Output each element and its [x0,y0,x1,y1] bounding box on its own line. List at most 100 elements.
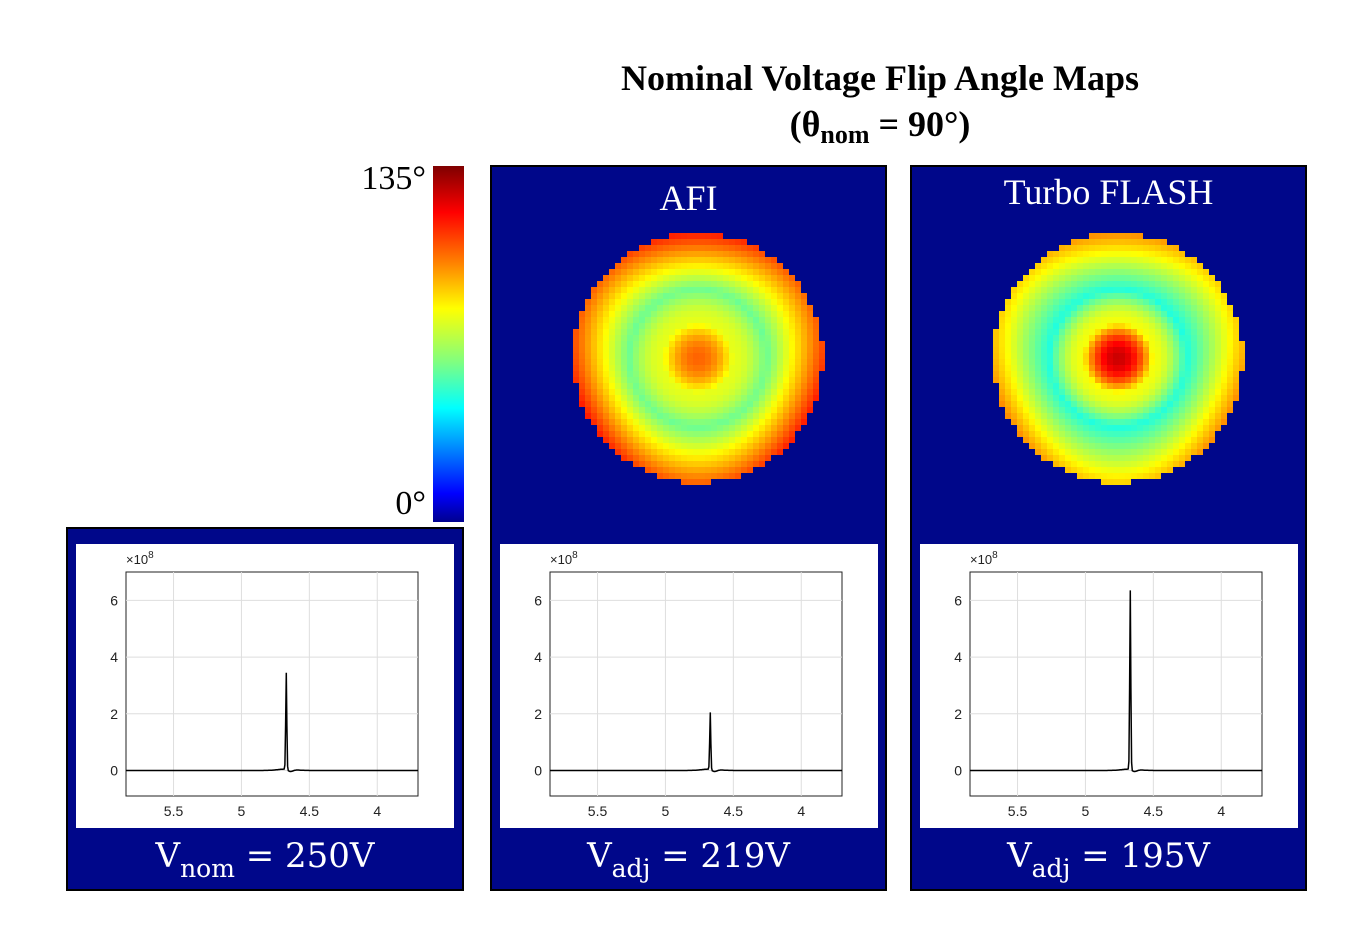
map-pixel [1023,293,1029,299]
map-pixel [699,347,705,353]
map-pixel [1053,425,1059,431]
map-pixel [1197,401,1203,407]
map-pixel [1041,413,1047,419]
map-pixel [681,473,687,479]
map-pixel [597,353,603,359]
map-pixel [1023,425,1029,431]
map-pixel [1101,323,1107,329]
map-pixel [1083,353,1089,359]
map-pixel [1149,329,1155,335]
map-pixel [651,281,657,287]
map-pixel [735,359,741,365]
map-pixel [693,305,699,311]
map-pixel [1179,407,1185,413]
map-pixel [1155,407,1161,413]
map-pixel [1023,419,1029,425]
map-pixel [1065,293,1071,299]
map-pixel [1095,371,1101,377]
map-pixel [1005,335,1011,341]
map-pixel [1197,293,1203,299]
map-pixel [1089,467,1095,473]
map-pixel [1221,395,1227,401]
map-pixel [1137,323,1143,329]
map-pixel [1059,287,1065,293]
map-pixel [657,467,663,473]
map-pixel [1131,281,1137,287]
map-pixel [669,347,675,353]
map-pixel [639,413,645,419]
map-pixel [687,287,693,293]
map-pixel [591,413,597,419]
map-pixel [1197,437,1203,443]
map-pixel [621,335,627,341]
map-pixel [1119,281,1125,287]
map-pixel [1029,413,1035,419]
map-pixel [1143,455,1149,461]
map-pixel [1053,353,1059,359]
colorbar-min-label: 0° [395,485,426,522]
map-pixel [789,281,795,287]
map-pixel [777,317,783,323]
map-pixel [993,365,999,371]
map-pixel [615,329,621,335]
map-pixel [1023,299,1029,305]
map-pixel [693,365,699,371]
map-pixel [621,263,627,269]
map-pixel [603,365,609,371]
map-pixel [1185,317,1191,323]
map-pixel [681,389,687,395]
map-pixel [1209,311,1215,317]
map-pixel [753,311,759,317]
map-pixel [1197,353,1203,359]
map-pixel [1131,401,1137,407]
map-pixel [993,371,999,377]
map-pixel [1029,287,1035,293]
map-pixel [1161,317,1167,323]
map-pixel [807,377,813,383]
map-pixel [1011,365,1017,371]
map-pixel [1101,383,1107,389]
map-pixel [759,287,765,293]
map-pixel [1035,413,1041,419]
map-pixel [687,305,693,311]
map-pixel [819,359,825,365]
map-pixel [1119,329,1125,335]
map-pixel [633,395,639,401]
map-pixel [1059,401,1065,407]
map-pixel [621,437,627,443]
map-pixel [1125,233,1131,239]
map-pixel [651,401,657,407]
map-pixel [705,293,711,299]
map-pixel [1209,335,1215,341]
map-pixel [1029,383,1035,389]
map-pixel [729,443,735,449]
map-pixel [735,389,741,395]
map-pixel [999,389,1005,395]
map-pixel [1119,311,1125,317]
map-pixel [741,263,747,269]
map-pixel [1047,407,1053,413]
map-pixel [789,413,795,419]
map-pixel [1173,335,1179,341]
map-pixel [759,407,765,413]
map-pixel [1161,467,1167,473]
map-pixel [711,413,717,419]
map-pixel [1059,329,1065,335]
map-pixel [579,329,585,335]
map-pixel [1131,365,1137,371]
map-pixel [1083,413,1089,419]
map-pixel [999,395,1005,401]
map-pixel [585,311,591,317]
map-pixel [1095,473,1101,479]
map-pixel [693,359,699,365]
map-pixel [633,443,639,449]
map-pixel [639,347,645,353]
map-pixel [777,329,783,335]
map-pixel [993,353,999,359]
map-pixel [639,251,645,257]
map-pixel [645,317,651,323]
map-pixel [729,281,735,287]
map-pixel [651,461,657,467]
map-pixel [711,401,717,407]
